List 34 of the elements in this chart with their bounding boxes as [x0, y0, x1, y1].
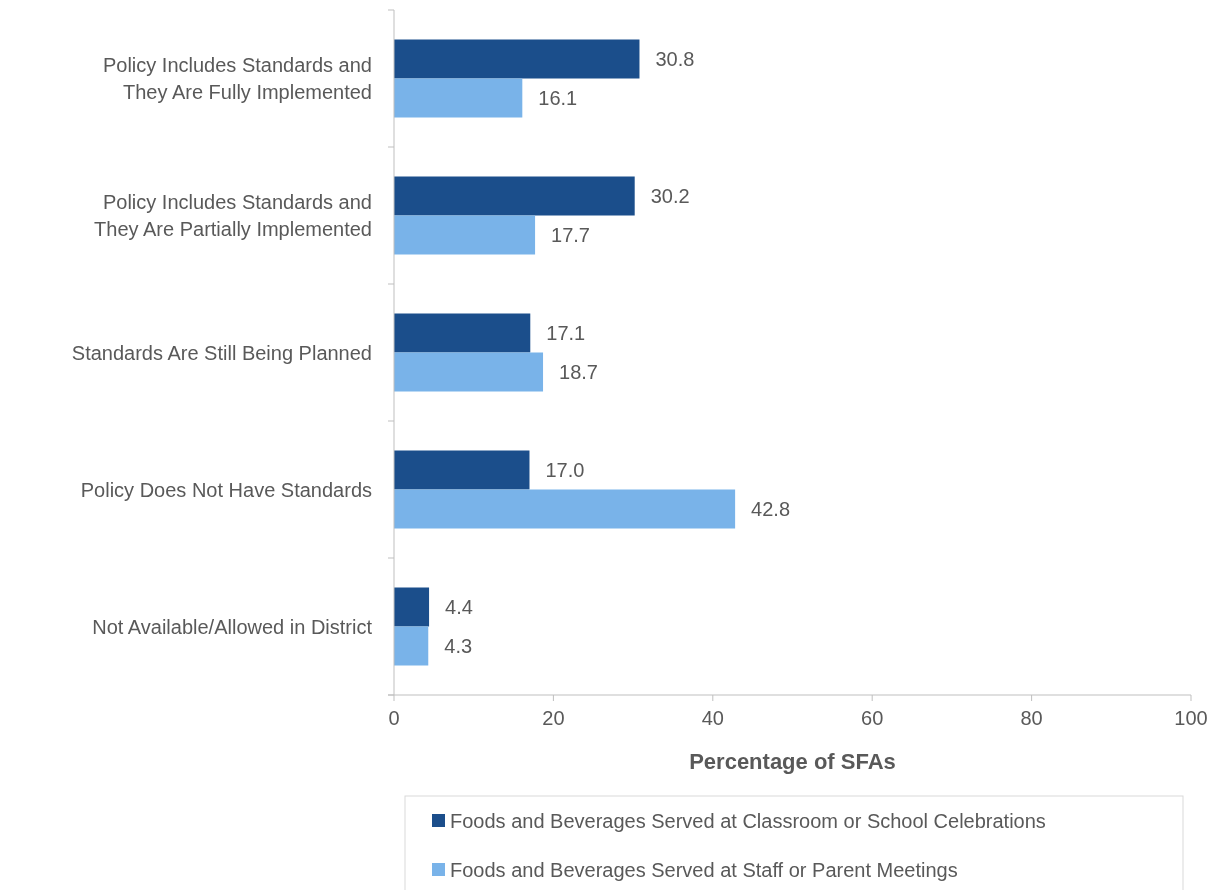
- data-label: 17.0: [545, 459, 585, 481]
- y-tick-label: Policy Does Not Have Standards: [80, 478, 372, 501]
- bar: [394, 78, 523, 118]
- data-label: 4.4: [445, 596, 473, 618]
- data-label: 16.1: [538, 87, 578, 109]
- bar: [394, 489, 736, 529]
- y-tick-label: Not Available/Allowed in District: [92, 615, 373, 638]
- data-label: 30.8: [655, 48, 695, 70]
- x-tick-label: 40: [701, 707, 724, 729]
- bar: [394, 313, 531, 353]
- x-axis-title: Percentage of SFAs: [689, 749, 896, 774]
- bar: [394, 176, 635, 216]
- bar: [394, 39, 640, 79]
- bar: [394, 450, 530, 490]
- data-label: 17.1: [546, 322, 586, 344]
- data-label: 42.8: [751, 498, 791, 520]
- data-label: 30.2: [650, 185, 690, 207]
- y-tick-label: Policy Includes Standards and They Are Partially Implemented: [94, 191, 372, 240]
- bar: [394, 587, 430, 627]
- x-tick-label: 100: [1174, 707, 1208, 729]
- bar: [394, 626, 429, 666]
- x-tick-label: 60: [861, 707, 884, 729]
- y-tick-label: Policy Includes Standards and They Are Fully Implemented: [102, 54, 372, 103]
- legend-label: Foods and Beverages Served at Staff or Parent Meetings: [450, 859, 958, 881]
- bar: [394, 352, 544, 392]
- data-label: 4.3: [444, 635, 473, 657]
- x-tick-label: 0: [388, 707, 400, 729]
- data-label: 18.7: [559, 361, 598, 383]
- bar: [394, 215, 536, 255]
- x-tick-label: 80: [1020, 707, 1043, 729]
- data-label: 17.7: [551, 224, 591, 246]
- x-tick-label: 20: [542, 707, 565, 729]
- y-tick-label: Standards Are Still Being Planned: [71, 341, 372, 364]
- legend-label: Foods and Beverages Served at Classroom or School Celebrations: [450, 810, 1046, 832]
